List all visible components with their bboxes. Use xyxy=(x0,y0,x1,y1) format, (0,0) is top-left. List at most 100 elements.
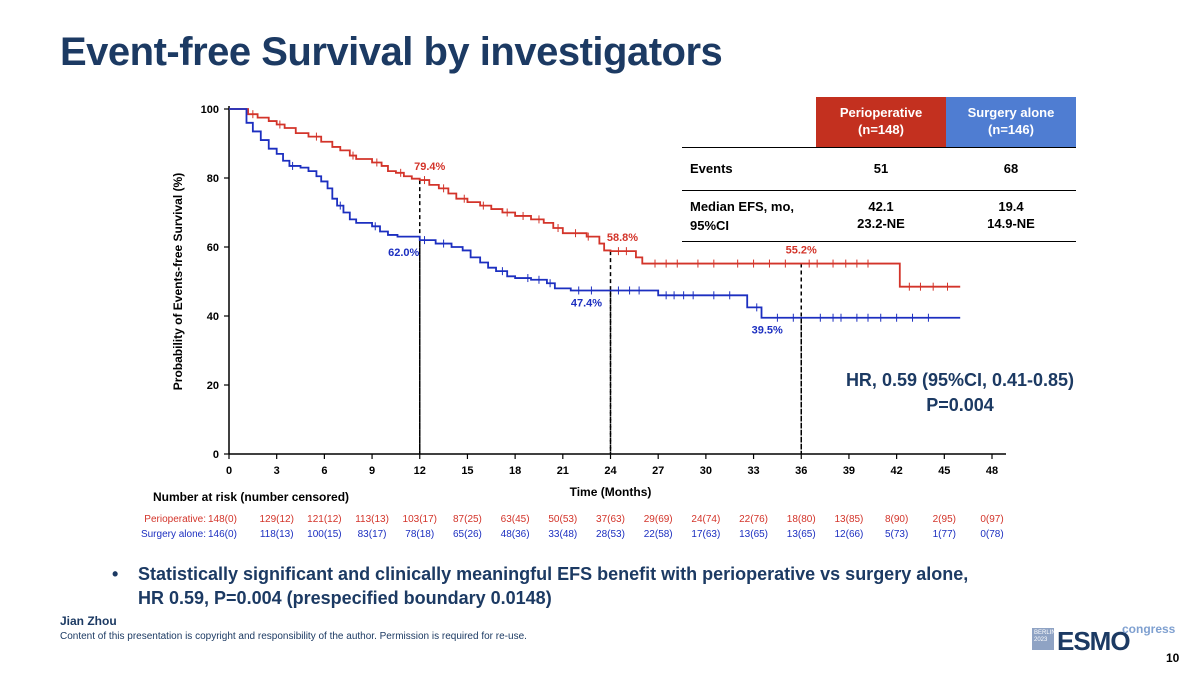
risk-table-title: Number at risk (number censored) xyxy=(153,490,349,504)
x-tick-label: 36 xyxy=(795,465,807,477)
risk-table: Number at risk (number censored) Perioper… xyxy=(141,490,1004,540)
row-label: Median EFS, mo, 95%CI xyxy=(682,190,816,242)
author-name: Jian Zhou xyxy=(60,614,117,628)
logo-year: 2023 xyxy=(1034,637,1048,643)
copyright-notice: Content of this presentation is copyrigh… xyxy=(60,631,527,642)
x-tick-label: 42 xyxy=(891,465,903,477)
median-perioperative: 42.1 23.2-NE xyxy=(816,190,946,242)
x-tick-label: 15 xyxy=(461,465,473,477)
x-tick-label: 27 xyxy=(652,465,664,477)
conclusion-bullet: • Statistically significant and clinical… xyxy=(112,562,1072,611)
x-tick-label: 9 xyxy=(369,465,375,477)
x-axis-title: Time (Months) xyxy=(570,485,652,499)
logo-city: BERLIN xyxy=(1034,630,1056,636)
logo-berlin-badge: BERLIN 2023 xyxy=(1032,628,1056,650)
x-tick-label: 45 xyxy=(938,465,950,477)
risk-cell: 0(97) xyxy=(980,514,1003,525)
risk-cell: 22(76) xyxy=(739,514,768,525)
risk-cell: 28(53) xyxy=(596,529,625,540)
table-row-median-efs: Median EFS, mo, 95%CI 42.1 23.2-NE 19.4 14.… xyxy=(682,190,1076,242)
risk-cell: 148(0) xyxy=(208,514,237,525)
x-tick-label: 30 xyxy=(700,465,712,477)
risk-row-label: Perioperative: xyxy=(144,514,206,525)
y-axis-title: Probability of Events-free Survival (%) xyxy=(171,173,185,390)
risk-cell: 24(74) xyxy=(691,514,720,525)
annotation-perioperative: 55.2% xyxy=(786,245,817,257)
risk-cell: 0(78) xyxy=(980,529,1003,540)
risk-cell: 63(45) xyxy=(501,514,530,525)
y-tick-label: 20 xyxy=(207,380,219,392)
risk-cell: 87(25) xyxy=(453,514,482,525)
risk-cell: 18(80) xyxy=(787,514,816,525)
risk-cell: 12(66) xyxy=(834,529,863,540)
risk-cell: 48(36) xyxy=(501,529,530,540)
annotation-surgery-alone: 47.4% xyxy=(571,297,602,309)
annotation-surgery-alone: 62.0% xyxy=(388,247,419,259)
annotation-perioperative: 79.4% xyxy=(414,161,445,173)
x-tick-label: 24 xyxy=(604,465,617,477)
risk-cell: 8(90) xyxy=(885,514,908,525)
annotation-surgery-alone: 39.5% xyxy=(752,325,783,337)
logo-brand: ESMO xyxy=(1057,626,1131,656)
risk-cell: 1(77) xyxy=(933,529,956,540)
events-surgery-alone: 68 xyxy=(946,147,1076,191)
survival-curves xyxy=(229,108,961,322)
reference-lines xyxy=(419,180,802,454)
events-perioperative: 51 xyxy=(816,147,946,191)
bullet-line-1: Statistically significant and clinically… xyxy=(138,564,969,584)
risk-cell: 13(65) xyxy=(787,529,816,540)
risk-cell: 37(63) xyxy=(596,514,625,525)
x-tick-label: 18 xyxy=(509,465,521,477)
y-tick-label: 0 xyxy=(213,449,219,461)
risk-cell: 17(63) xyxy=(691,529,720,540)
efs-summary-table: Perioperative (n=148) Surgery alone (n=146… xyxy=(682,97,1076,242)
table-header-perioperative: Perioperative (n=148) xyxy=(816,97,946,148)
y-tick-label: 80 xyxy=(207,173,219,185)
x-tick-label: 0 xyxy=(226,465,232,477)
x-tick-label: 6 xyxy=(321,465,327,477)
page-number: 10 xyxy=(1166,651,1180,665)
risk-cell: 118(13) xyxy=(260,529,294,540)
x-tick-label: 33 xyxy=(747,465,759,477)
risk-cell: 146(0) xyxy=(208,529,237,540)
x-tick-label: 3 xyxy=(274,465,280,477)
x-tick-label: 21 xyxy=(557,465,569,477)
table-header-blank xyxy=(682,97,816,148)
bullet-icon: • xyxy=(112,564,119,584)
bullet-line-2: HR 0.59, P=0.004 (prespecified boundary … xyxy=(138,588,552,609)
y-tick-label: 100 xyxy=(201,104,219,116)
risk-cell: 2(95) xyxy=(933,514,956,525)
curve-perioperative xyxy=(229,108,961,288)
hazard-ratio: HR, 0.59 (95%CI, 0.41-0.85) xyxy=(845,370,1075,390)
risk-cell: 5(73) xyxy=(885,529,908,540)
logo-sub: congress xyxy=(1122,622,1176,636)
risk-cell: 121(12) xyxy=(307,514,341,525)
risk-cell: 113(13) xyxy=(355,514,389,525)
risk-cell: 78(18) xyxy=(405,529,434,540)
table-header-surgery-alone: Surgery alone (n=146) xyxy=(946,97,1076,148)
x-tick-label: 48 xyxy=(986,465,998,477)
risk-row-label: Surgery alone: xyxy=(141,529,206,540)
slide-title: Event-free Survival by investigators xyxy=(60,30,723,74)
row-label: Events xyxy=(682,147,816,191)
percent-labels: 79.4% 58.8% 55.2% 62.0% 47.4% 39.5% xyxy=(388,161,817,337)
risk-cell: 65(26) xyxy=(453,529,482,540)
p-value: P=0.004 xyxy=(926,395,994,416)
risk-cell: 103(17) xyxy=(403,514,437,525)
esmo-congress-logo: BERLIN 2023 ESMO congress xyxy=(1030,620,1175,658)
risk-cell: 13(85) xyxy=(834,514,863,525)
risk-cell: 29(69) xyxy=(644,514,673,525)
y-tick-label: 40 xyxy=(207,311,219,323)
risk-cell: 129(12) xyxy=(259,514,293,525)
curve-surgery-alone xyxy=(229,108,961,319)
risk-cell: 13(65) xyxy=(739,529,768,540)
risk-cell: 33(48) xyxy=(548,529,577,540)
risk-cell: 22(58) xyxy=(644,529,673,540)
hazard-ratio-text: HR, 0.59 (95%CI, 0.41-0.85) P=0.004 xyxy=(810,368,1110,418)
y-tick-label: 60 xyxy=(207,242,219,254)
x-tick-label: 12 xyxy=(414,465,426,477)
risk-cell: 50(53) xyxy=(548,514,577,525)
table-row-events: Events 51 68 xyxy=(682,147,1076,191)
risk-cell: 83(17) xyxy=(358,529,387,540)
